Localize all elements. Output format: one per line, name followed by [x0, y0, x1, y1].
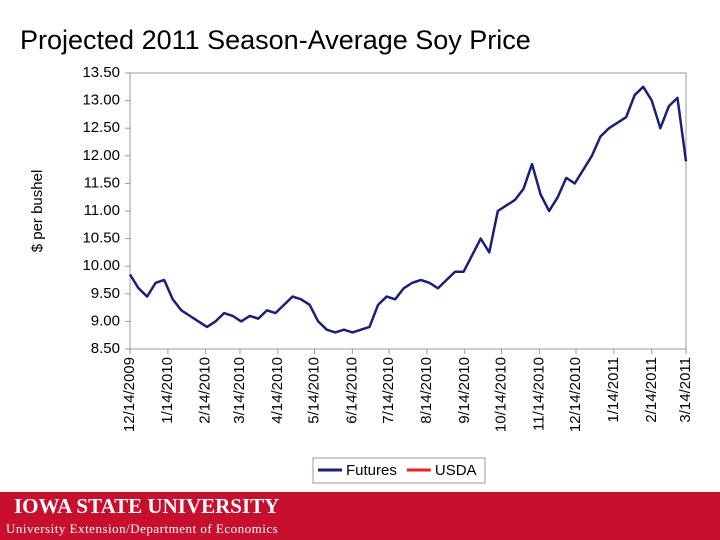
x-tick-label: 12/14/2010: [567, 357, 584, 432]
x-tick-label: 5/14/2010: [305, 357, 322, 424]
x-tick-label: 4/14/2010: [269, 357, 286, 424]
x-tick-label: 3/14/2010: [231, 357, 248, 424]
chart-title: Projected 2011 Season-Average Soy Price: [20, 25, 531, 55]
x-tick-label: 12/14/2009: [121, 357, 138, 432]
x-tick-label: 8/14/2010: [418, 357, 435, 424]
y-tick-label: 11.50: [84, 174, 120, 191]
x-tick-label: 3/14/2011: [677, 357, 694, 423]
university-name: IOWA STATE UNIVERSITY: [14, 494, 279, 518]
y-tick-label: 13.00: [82, 92, 120, 109]
line: [128, 85, 688, 334]
y-tick-label: 12.50: [82, 119, 120, 136]
legend-label: Futures: [346, 462, 397, 479]
x-tick-label: 10/14/2010: [492, 357, 509, 432]
y-tick-label: 13.50: [82, 64, 120, 81]
y-tick-label: 9.00: [91, 312, 120, 329]
y-tick-label: 12.00: [82, 147, 120, 164]
y-tick-label: 8.50: [91, 340, 120, 357]
x-tick-label: 7/14/2010: [380, 357, 397, 424]
x-tick-label: 9/14/2010: [456, 357, 473, 424]
y-axis-label: $ per bushel: [29, 170, 46, 253]
y-tick-label: 9.50: [91, 285, 120, 302]
y-tick-label: 10.50: [82, 230, 120, 247]
legend-label: USDA: [435, 462, 477, 479]
x-tick-label: 6/14/2010: [343, 357, 360, 424]
x-tick-label: 2/14/2010: [197, 357, 214, 424]
department: University Extension/Department of Econo…: [6, 521, 278, 536]
x-tick-label: 11/14/2010: [530, 357, 547, 431]
x-tick-label: 1/14/2010: [159, 357, 176, 424]
x-tick-label: 2/14/2011: [643, 357, 660, 423]
y-tick-label: 11.00: [84, 202, 120, 219]
x-tick-label: 1/14/2011: [605, 357, 622, 423]
y-tick-label: 10.00: [82, 257, 120, 274]
footer-band: [0, 492, 720, 540]
